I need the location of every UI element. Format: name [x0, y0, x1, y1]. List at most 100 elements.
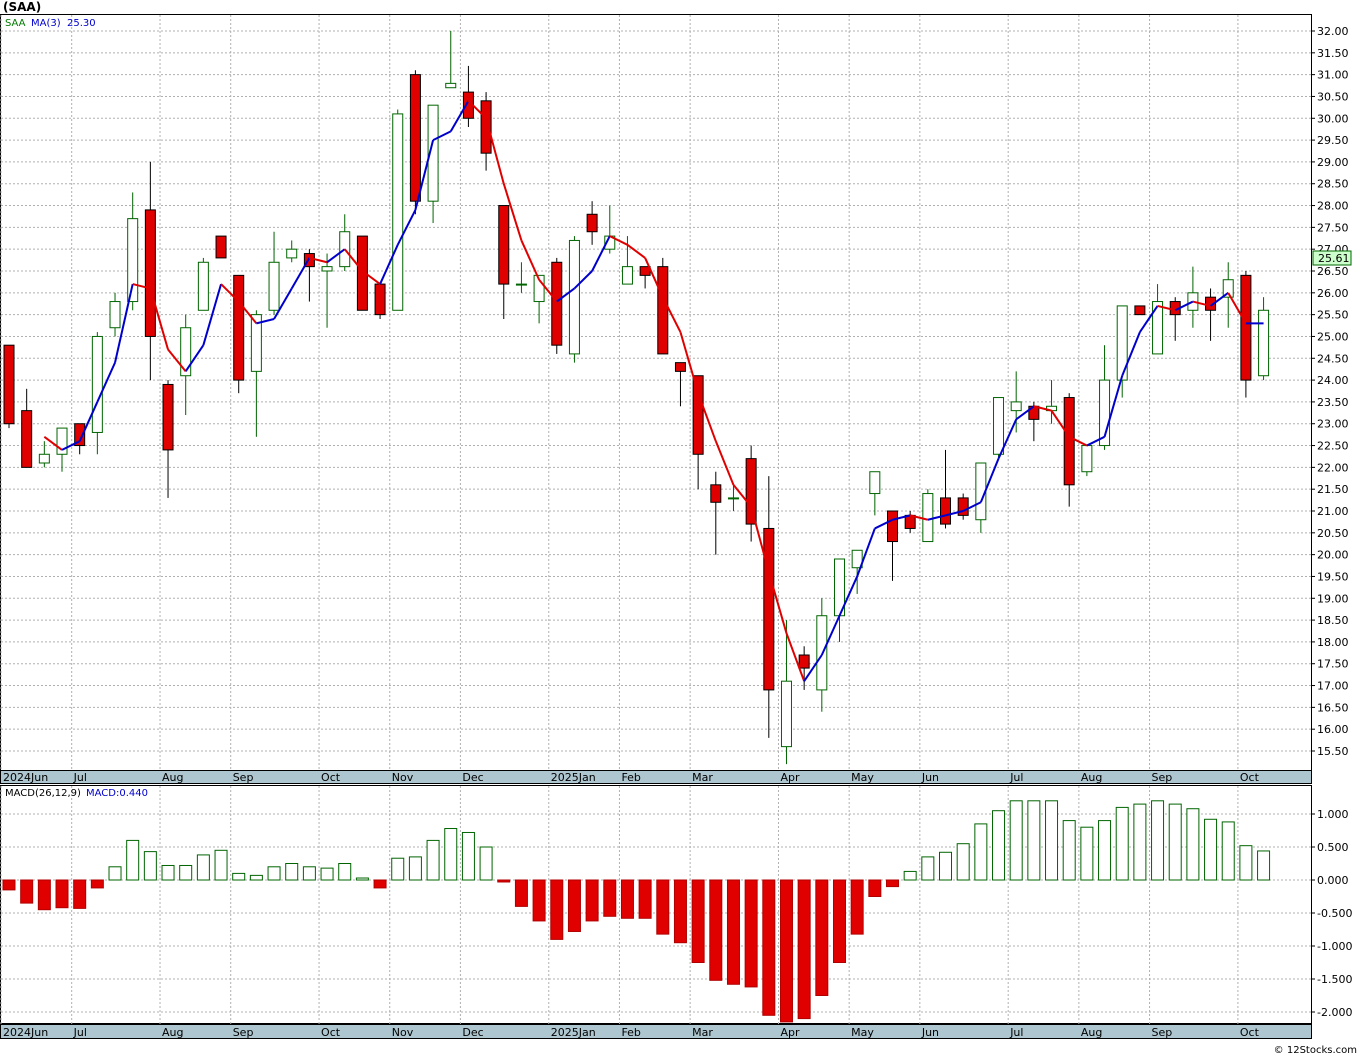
candle-body — [1063, 397, 1075, 486]
candle-body — [869, 471, 881, 495]
price-tick-label: 24.50 — [1317, 352, 1349, 365]
price-legend-ma-label: MA(3) — [31, 18, 61, 29]
price-tick-label: 30.00 — [1317, 112, 1349, 125]
macd-bar — [373, 879, 387, 889]
macd-bar — [1062, 820, 1076, 881]
macd-bar — [1186, 808, 1200, 881]
candle-body — [215, 235, 227, 259]
candle-body — [568, 239, 580, 355]
price-x-label: Jul — [73, 771, 87, 784]
macd-x-label: Jul — [73, 1026, 87, 1039]
candle-body — [780, 680, 792, 748]
candle-body — [180, 327, 192, 377]
macd-x-label: Jul — [1009, 1026, 1023, 1039]
price-tick-label: 18.00 — [1317, 636, 1349, 649]
macd-tick-label: -1.000 — [1317, 940, 1352, 953]
ma3-segment — [1139, 305, 1159, 333]
ma3-segment — [785, 632, 806, 682]
candle-body — [498, 205, 510, 285]
ma3-segment — [432, 130, 452, 141]
candle-body — [56, 427, 68, 455]
footer-credit: © 12Stocks.com — [1274, 1045, 1357, 1056]
candle-body — [250, 314, 262, 372]
price-tick-label: 25.00 — [1317, 330, 1349, 343]
candle-body — [922, 493, 934, 543]
candle-body — [851, 549, 863, 569]
ma3-segment — [803, 654, 823, 682]
macd-x-label: 2024Jun — [3, 1026, 48, 1039]
price-tick-label: 26.00 — [1317, 287, 1349, 300]
macd-x-label: Oct — [321, 1026, 341, 1039]
price-tick-label: 23.00 — [1317, 418, 1349, 431]
price-x-label: May — [851, 771, 874, 784]
macd-bar — [673, 879, 687, 944]
candle-body — [887, 510, 898, 543]
ma3-segment — [1103, 375, 1124, 438]
macd-bar — [1257, 850, 1271, 881]
macd-bar — [868, 879, 882, 897]
price-tick-label: 29.00 — [1317, 156, 1349, 169]
price-tick-label: 22.00 — [1317, 461, 1349, 474]
price-tick-label: 17.50 — [1317, 658, 1349, 671]
macd-x-label: Sep — [233, 1026, 254, 1039]
ma3-segment — [78, 401, 99, 442]
macd-bar — [355, 877, 369, 881]
macd-bar — [37, 879, 51, 911]
price-tick-label: 24.00 — [1317, 374, 1349, 387]
candle-body — [445, 82, 457, 89]
macd-bar — [1027, 800, 1041, 881]
candle-body — [480, 100, 492, 154]
price-tick-label: 16.50 — [1317, 701, 1349, 714]
macd-bar — [108, 866, 122, 881]
candle-body — [515, 283, 527, 286]
price-x-label: Sep — [1152, 771, 1173, 784]
macd-tick-label: 0.500 — [1317, 841, 1349, 854]
candle-body — [427, 104, 439, 202]
macd-bar — [126, 839, 140, 881]
ma3-segment — [820, 615, 841, 656]
price-tick-label: 15.50 — [1317, 745, 1349, 758]
ma3-segment — [945, 510, 964, 517]
macd-bar — [1204, 818, 1218, 881]
candle-body — [957, 497, 969, 516]
ma3-segment — [1033, 405, 1052, 412]
macd-bar — [426, 839, 440, 881]
ma3-segment — [326, 248, 346, 264]
ma3-segment — [1174, 300, 1194, 312]
price-x-label: Jul — [1009, 771, 1023, 784]
candle-body — [533, 274, 545, 303]
ma3-segment — [856, 528, 876, 577]
ma3-segment — [1157, 304, 1176, 312]
price-tick-label: 19.00 — [1317, 592, 1349, 605]
ma3-segment — [979, 458, 1000, 503]
macd-bar — [886, 879, 899, 888]
macd-bar — [956, 843, 970, 881]
price-x-label: Sep — [233, 771, 254, 784]
candle-body — [374, 283, 386, 316]
price-x-label: Dec — [462, 771, 483, 784]
macd-legend-label: MACD(26,12,9) — [5, 788, 81, 799]
macd-bar — [638, 879, 652, 919]
price-tick-label: 18.50 — [1317, 614, 1349, 627]
last-price-tag: 25.61 — [1318, 252, 1350, 265]
x-axis-labels: 2024Jun 2024Jun Jul Jul Aug Aug Sep Sep Oct Oct No… — [3, 771, 1260, 1039]
macd-tick-label: 0.000 — [1317, 874, 1349, 887]
candle-body — [621, 266, 633, 285]
price-x-label: 2025Jan — [551, 771, 596, 784]
macd-x-label: Sep — [1152, 1026, 1173, 1039]
price-legend-symbol: SAA — [5, 18, 26, 29]
ma3-segment — [644, 257, 664, 298]
price-tick-label: 27.50 — [1317, 221, 1349, 234]
macd-bar — [832, 879, 846, 963]
macd-x-label: Oct — [1240, 1026, 1260, 1039]
macd-bar — [2, 879, 16, 891]
macd-bar — [55, 879, 69, 909]
ma3-segment — [502, 183, 523, 241]
ma3-segment — [1015, 405, 1035, 421]
ma3-segment — [538, 279, 558, 303]
macd-bar — [1045, 800, 1059, 881]
candle-body — [392, 113, 404, 311]
macd-x-label: Feb — [621, 1026, 640, 1039]
macd-bar — [1221, 821, 1235, 881]
candle-body — [409, 74, 421, 202]
